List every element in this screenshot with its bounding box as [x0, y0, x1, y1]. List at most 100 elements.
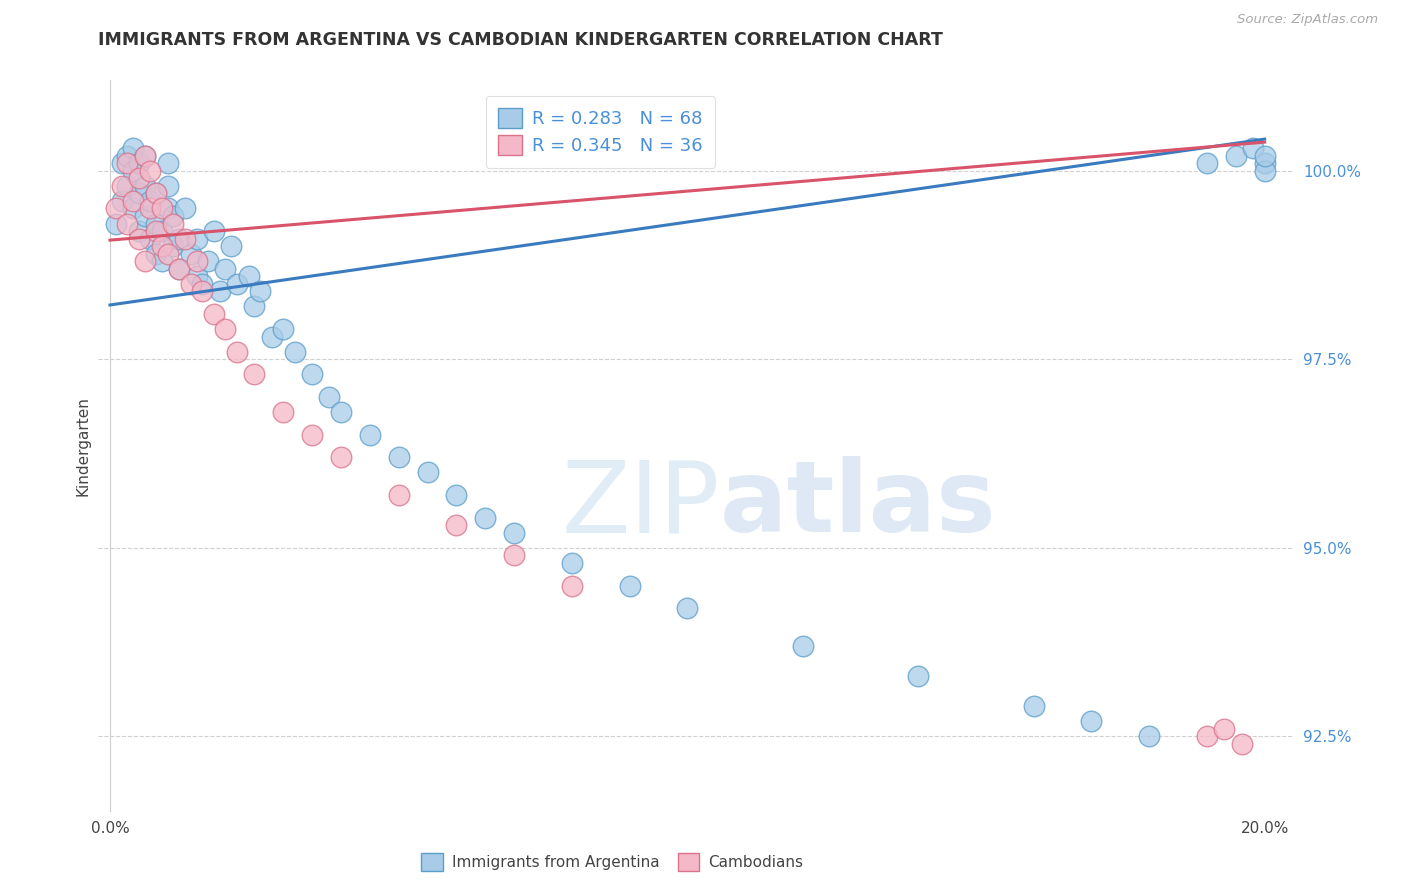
Point — [134, 209, 156, 223]
Point — [104, 217, 127, 231]
Point — [249, 285, 271, 299]
Point — [260, 329, 283, 343]
Point — [110, 194, 132, 208]
Point — [145, 186, 167, 201]
Point — [162, 209, 184, 223]
Point — [150, 224, 173, 238]
Point — [197, 254, 219, 268]
Point — [1022, 699, 1045, 714]
Point — [167, 261, 190, 276]
Point — [156, 156, 179, 170]
Point — [117, 178, 139, 193]
Point — [167, 261, 190, 276]
Point — [214, 261, 236, 276]
Point — [139, 163, 162, 178]
Point — [561, 556, 583, 570]
Point — [1080, 714, 1102, 729]
Point — [139, 202, 162, 216]
Point — [145, 224, 167, 238]
Point — [186, 269, 208, 284]
Point — [561, 578, 583, 592]
Point — [167, 232, 190, 246]
Point — [1241, 141, 1264, 155]
Point — [128, 156, 150, 170]
Point — [117, 217, 139, 231]
Point — [503, 525, 526, 540]
Point — [186, 254, 208, 268]
Point — [238, 269, 260, 284]
Point — [134, 254, 156, 268]
Point — [202, 307, 225, 321]
Point — [117, 149, 139, 163]
Point — [329, 450, 352, 465]
Point — [388, 488, 411, 502]
Point — [202, 224, 225, 238]
Point — [1230, 737, 1253, 751]
Point — [191, 277, 214, 291]
Point — [139, 232, 162, 246]
Point — [134, 178, 156, 193]
Point — [1225, 149, 1247, 163]
Point — [301, 427, 323, 442]
Point — [156, 178, 179, 193]
Text: IMMIGRANTS FROM ARGENTINA VS CAMBODIAN KINDERGARTEN CORRELATION CHART: IMMIGRANTS FROM ARGENTINA VS CAMBODIAN K… — [98, 31, 943, 49]
Point — [150, 254, 173, 268]
Point — [110, 178, 132, 193]
Point — [180, 246, 202, 260]
Point — [284, 344, 307, 359]
Y-axis label: Kindergarten: Kindergarten — [75, 396, 90, 496]
Point — [128, 171, 150, 186]
Point — [134, 149, 156, 163]
Point — [503, 549, 526, 563]
Point — [226, 277, 249, 291]
Point — [139, 194, 162, 208]
Point — [150, 239, 173, 253]
Point — [128, 224, 150, 238]
Point — [271, 322, 294, 336]
Point — [359, 427, 381, 442]
Point — [271, 405, 294, 419]
Point — [110, 156, 132, 170]
Point — [122, 202, 145, 216]
Point — [214, 322, 236, 336]
Text: atlas: atlas — [720, 456, 997, 553]
Text: ZIP: ZIP — [561, 456, 720, 553]
Point — [1253, 156, 1275, 170]
Point — [619, 578, 641, 592]
Point — [416, 466, 439, 480]
Text: Source: ZipAtlas.com: Source: ZipAtlas.com — [1237, 13, 1378, 27]
Point — [226, 344, 249, 359]
Point — [446, 518, 468, 533]
Point — [180, 277, 202, 291]
Point — [1195, 729, 1218, 743]
Point — [243, 300, 266, 314]
Point — [174, 232, 197, 246]
Point — [446, 488, 468, 502]
Point — [219, 239, 242, 253]
Point — [1253, 149, 1275, 163]
Point — [104, 202, 127, 216]
Point — [174, 202, 197, 216]
Point — [145, 217, 167, 231]
Point — [162, 217, 184, 231]
Legend: Immigrants from Argentina, Cambodians: Immigrants from Argentina, Cambodians — [415, 847, 810, 877]
Point — [134, 149, 156, 163]
Point — [122, 194, 145, 208]
Point — [792, 639, 814, 653]
Point — [145, 186, 167, 201]
Point — [145, 246, 167, 260]
Point — [128, 232, 150, 246]
Point — [907, 669, 929, 683]
Point — [329, 405, 352, 419]
Point — [156, 202, 179, 216]
Point — [191, 285, 214, 299]
Point — [117, 156, 139, 170]
Point — [150, 202, 173, 216]
Point — [1195, 156, 1218, 170]
Point — [186, 232, 208, 246]
Point — [208, 285, 231, 299]
Point — [243, 368, 266, 382]
Point — [162, 239, 184, 253]
Point — [318, 390, 340, 404]
Point — [676, 601, 699, 615]
